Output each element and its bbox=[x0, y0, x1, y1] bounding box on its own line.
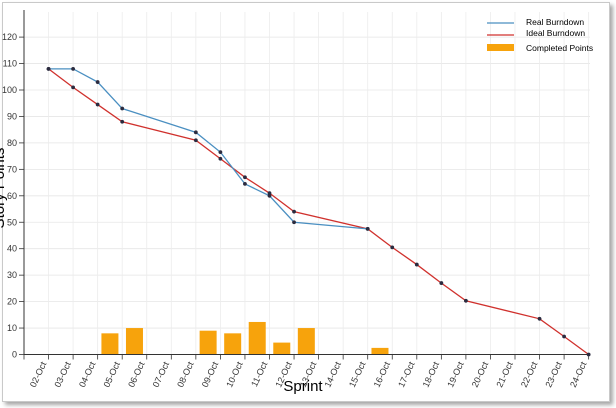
x-tick-label: 07-Oct bbox=[151, 360, 172, 389]
legend-real-label: Real Burndown bbox=[526, 17, 584, 27]
real-burndown-point bbox=[193, 130, 198, 135]
completed-points-bar bbox=[101, 333, 119, 355]
y-tick-label: 80 bbox=[7, 138, 17, 148]
completed-points-bar bbox=[248, 321, 266, 355]
real-burndown-line bbox=[48, 68, 368, 230]
x-tick-label: 20-Oct bbox=[470, 360, 491, 389]
x-tick-label: 19-Oct bbox=[445, 360, 466, 389]
x-tick-label: 04-Oct bbox=[77, 360, 98, 389]
x-tick-label: 06-Oct bbox=[126, 360, 147, 389]
real-burndown-point bbox=[46, 66, 51, 71]
x-tick-label: 14-Oct bbox=[322, 360, 343, 389]
ideal-burndown-point bbox=[120, 119, 125, 124]
real-burndown-point bbox=[243, 181, 247, 186]
x-tick-label: 08-Oct bbox=[175, 360, 196, 389]
completed-points-bar bbox=[125, 328, 143, 355]
completed-points-bar bbox=[199, 330, 217, 355]
ideal-burndown-point bbox=[562, 334, 566, 339]
ideal-burndown-point bbox=[390, 245, 395, 250]
y-tick-label: 90 bbox=[7, 111, 17, 121]
x-tick-label: 17-Oct bbox=[396, 360, 417, 389]
grid bbox=[24, 12, 590, 355]
legend-completed-swatch bbox=[487, 44, 514, 51]
y-tick-label: 60 bbox=[7, 191, 17, 201]
real-burndown-point bbox=[218, 150, 223, 155]
completed-points-bar bbox=[371, 347, 389, 355]
x-tick-label: 15-Oct bbox=[347, 360, 368, 389]
ideal-burndown-point bbox=[218, 156, 223, 161]
ideal-burndown-point bbox=[464, 298, 468, 303]
x-tick-label: 23-Oct bbox=[543, 360, 564, 389]
legend: Real Burndown Ideal Burndown Completed P… bbox=[487, 17, 593, 53]
ideal-burndown-point bbox=[414, 262, 419, 267]
ideal-burndown-point bbox=[71, 85, 75, 90]
y-tick-label: 0 bbox=[12, 350, 17, 360]
y-tick-label: 40 bbox=[7, 244, 17, 254]
y-tick-label: 10 bbox=[7, 323, 17, 333]
x-tick-label: 18-Oct bbox=[421, 360, 442, 389]
ideal-burndown-point bbox=[537, 316, 542, 321]
x-tick-label: 10-Oct bbox=[224, 360, 245, 389]
ideal-burndown-point bbox=[267, 191, 272, 196]
ideal-burndown-point bbox=[439, 281, 444, 285]
ideal-burndown-point bbox=[243, 175, 247, 180]
ideal-burndown-point bbox=[292, 209, 296, 214]
x-tick-label: 22-Oct bbox=[519, 360, 540, 389]
x-tick-label: 02-Oct bbox=[28, 360, 49, 389]
real-burndown-point bbox=[95, 80, 100, 84]
axes bbox=[19, 10, 590, 360]
y-tick-label: 120 bbox=[2, 32, 17, 42]
ideal-burndown-point bbox=[95, 102, 100, 107]
x-tick-label: 11-Oct bbox=[249, 360, 269, 389]
legend-ideal-label: Ideal Burndown bbox=[526, 28, 585, 38]
ideal-burndown-point bbox=[193, 138, 198, 143]
real-burndown-point bbox=[71, 66, 75, 71]
completed-points-bar bbox=[273, 342, 291, 355]
completed-points-bars bbox=[101, 321, 389, 355]
y-tick-label: 50 bbox=[7, 217, 17, 227]
real-burndown-point bbox=[120, 106, 125, 111]
y-tick-label: 70 bbox=[7, 164, 17, 174]
y-tick-label: 20 bbox=[7, 297, 17, 307]
real-burndown-point bbox=[267, 193, 272, 198]
ideal-burndown-point bbox=[586, 352, 591, 357]
completed-points-bar bbox=[224, 333, 242, 355]
legend-completed-label: Completed Points bbox=[526, 43, 593, 53]
y-tick-label: 30 bbox=[7, 270, 17, 280]
x-tick-label: 24-Oct bbox=[568, 360, 589, 389]
y-axis-title: Story Points bbox=[0, 148, 8, 229]
y-tick-label: 110 bbox=[3, 59, 17, 69]
x-tick-label: 05-Oct bbox=[102, 360, 123, 389]
x-tick-label: 03-Oct bbox=[52, 360, 73, 389]
completed-points-bar bbox=[297, 328, 315, 355]
real-burndown-point bbox=[292, 220, 296, 225]
real-burndown-point bbox=[365, 226, 370, 231]
x-tick-label: 09-Oct bbox=[200, 360, 221, 389]
x-tick-label: 21-Oct bbox=[494, 360, 515, 389]
x-axis-title: Sprint bbox=[283, 378, 323, 395]
burndown-lines bbox=[46, 66, 591, 357]
x-tick-label: 16-Oct bbox=[372, 360, 393, 389]
y-tick-label: 100 bbox=[2, 85, 17, 95]
